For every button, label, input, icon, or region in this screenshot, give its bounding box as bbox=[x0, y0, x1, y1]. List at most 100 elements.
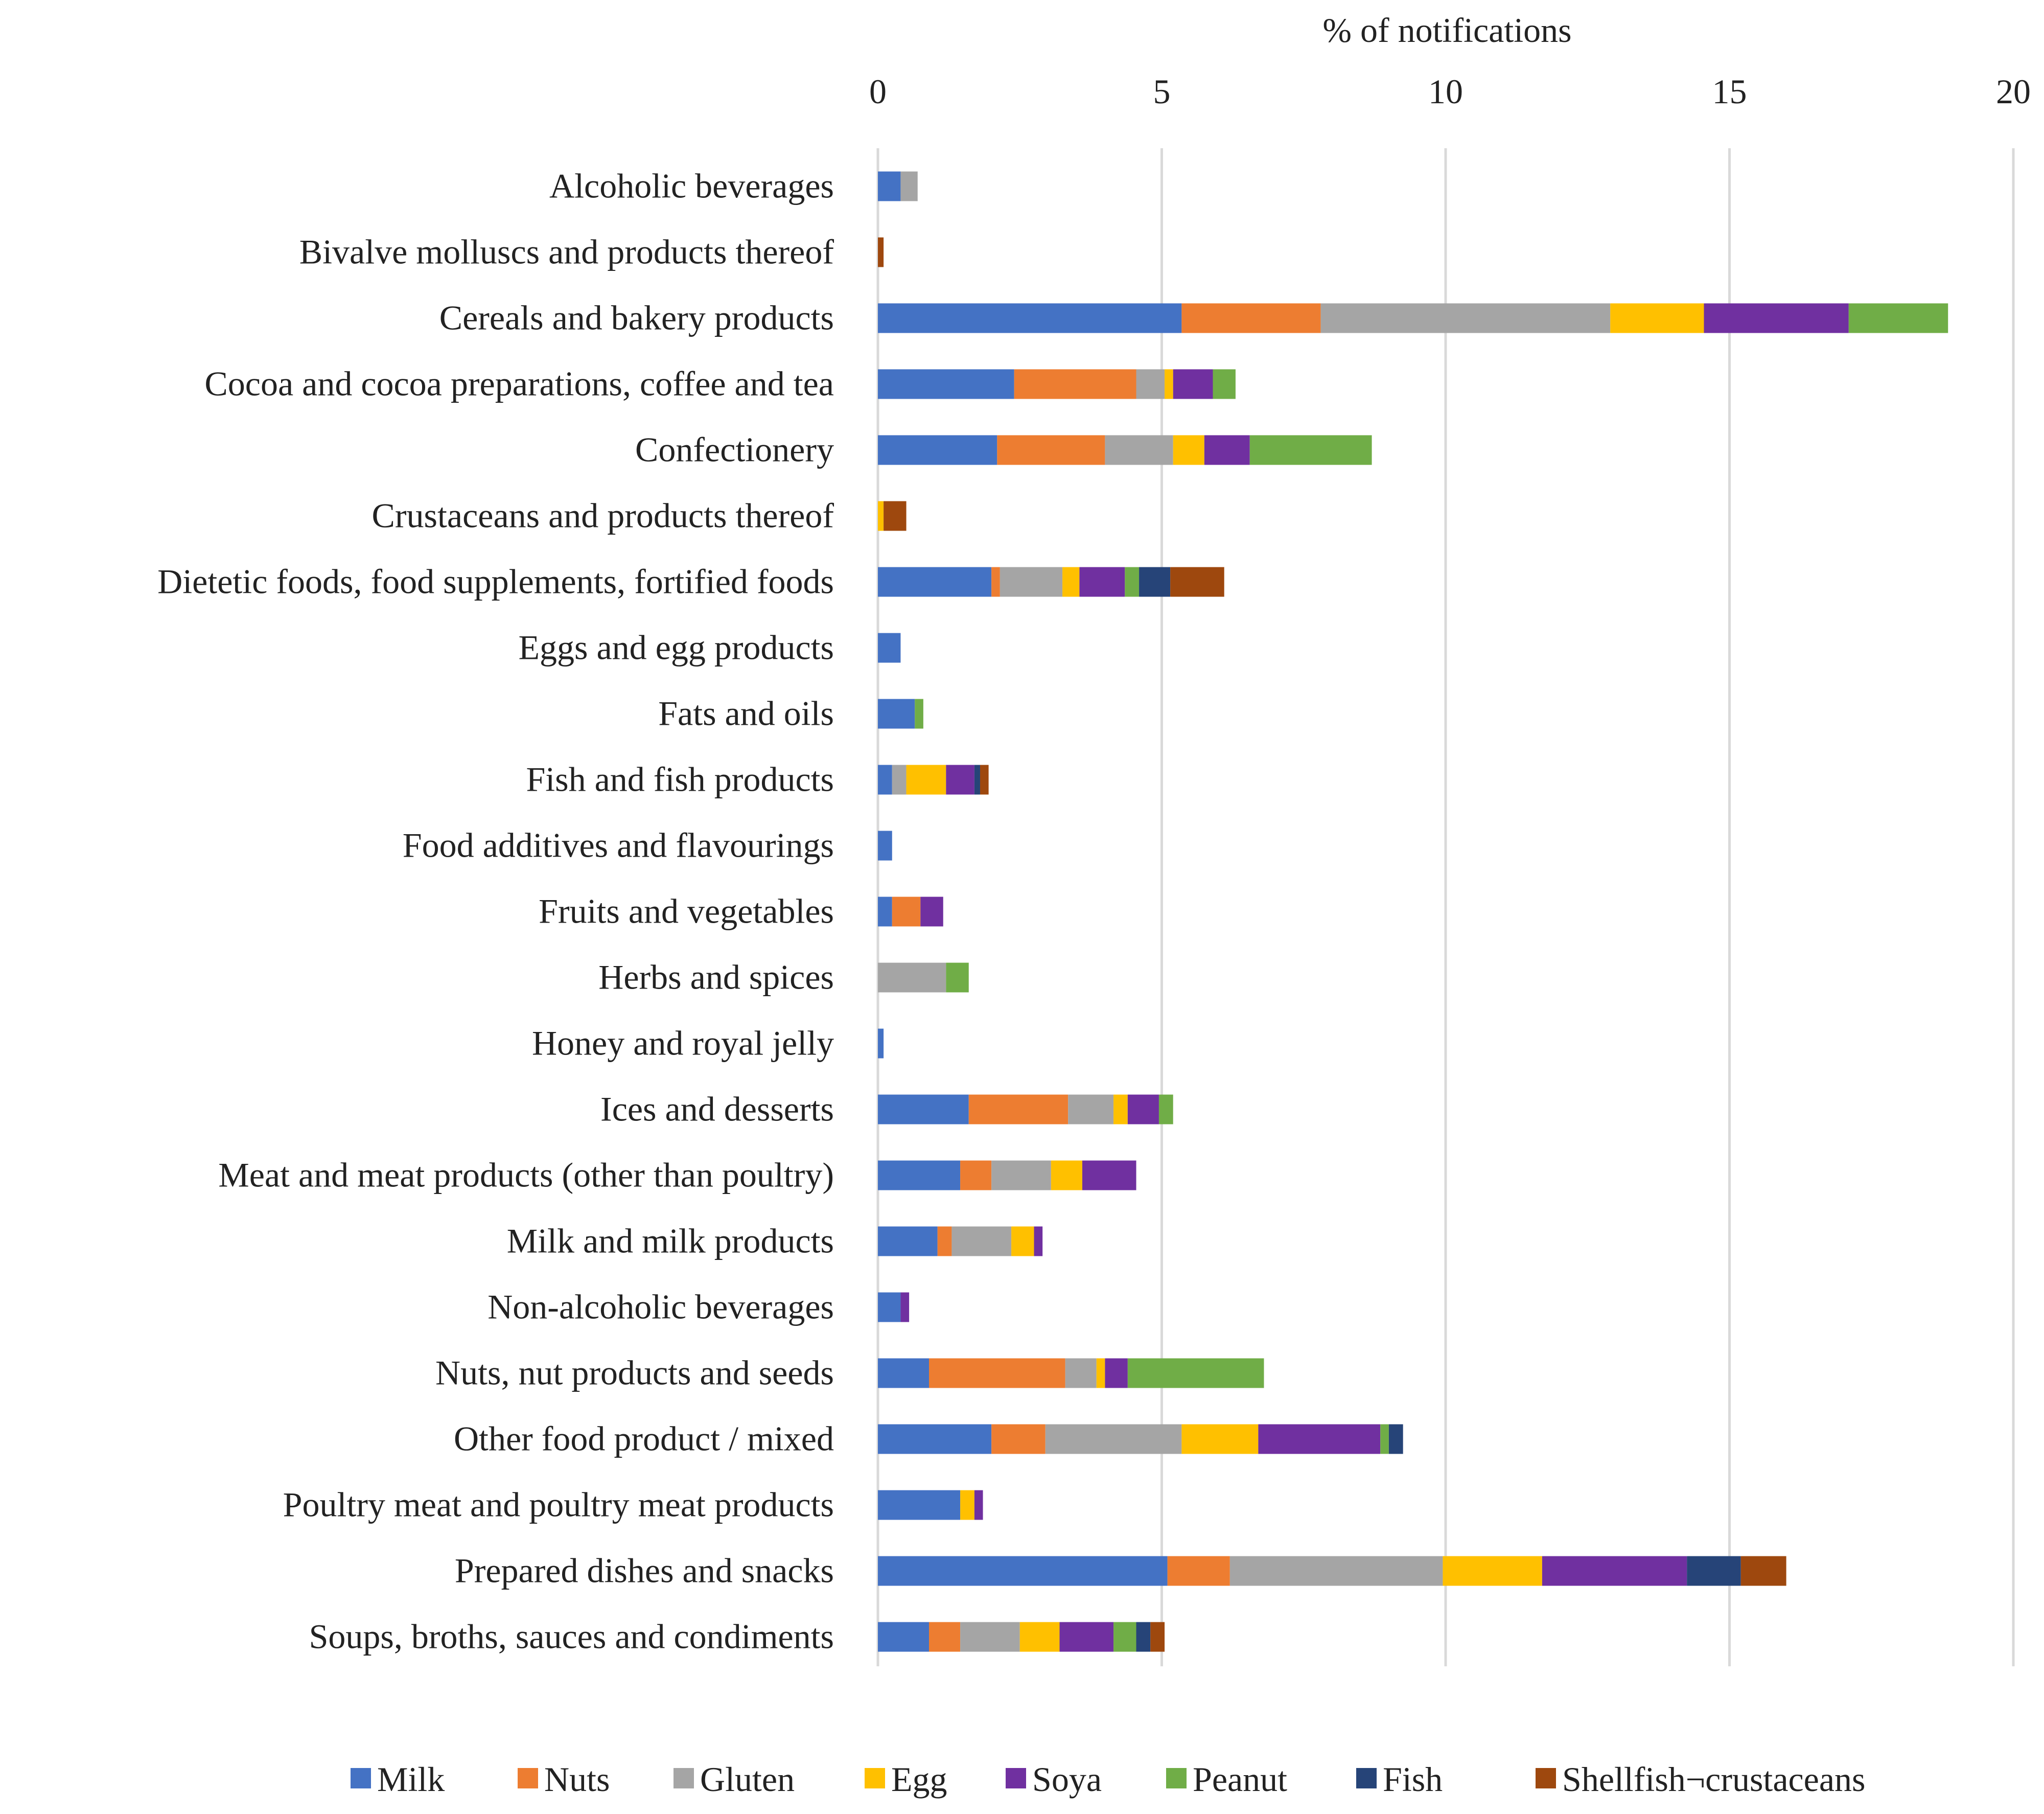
bar-segment bbox=[1388, 1424, 1403, 1454]
bar-segment bbox=[1014, 369, 1136, 399]
bar-segment bbox=[884, 501, 907, 531]
category-label: Fruits and vegetables bbox=[539, 892, 834, 931]
bar-segment bbox=[892, 765, 907, 795]
bar-segment bbox=[878, 1622, 929, 1652]
bar-segment bbox=[878, 831, 892, 861]
bar-segment bbox=[1181, 303, 1321, 333]
bar-segment bbox=[997, 435, 1105, 465]
bar-segment bbox=[1173, 435, 1204, 465]
bar-segment bbox=[974, 1490, 983, 1520]
bar-segment bbox=[878, 1556, 1168, 1586]
category-label: Nuts, nut products and seeds bbox=[435, 1353, 834, 1392]
bar-segment bbox=[937, 1226, 952, 1256]
bar-segment bbox=[1105, 1358, 1128, 1388]
bar-segment bbox=[878, 237, 884, 267]
category-label: Poultry meat and poultry meat products bbox=[283, 1485, 834, 1524]
bar-segment bbox=[1158, 1094, 1173, 1124]
bar-segment bbox=[878, 699, 915, 729]
category-label: Meat and meat products (other than poult… bbox=[218, 1156, 834, 1195]
bar-segment bbox=[878, 1292, 901, 1322]
bar-segment bbox=[960, 1490, 974, 1520]
legend-label: Nuts bbox=[544, 1760, 610, 1799]
legend-swatch bbox=[1166, 1768, 1187, 1788]
bar-segment bbox=[878, 567, 992, 597]
bar-segment bbox=[1181, 1424, 1259, 1454]
category-label: Soups, broths, sauces and condiments bbox=[309, 1617, 834, 1656]
bar-segment bbox=[1113, 1094, 1128, 1124]
category-label: Cereals and bakery products bbox=[439, 298, 834, 337]
bar-segment bbox=[960, 1160, 992, 1190]
bar-segment bbox=[900, 1292, 910, 1322]
bar-segment bbox=[1320, 303, 1611, 333]
bars bbox=[878, 171, 1948, 1652]
bar-segment bbox=[1170, 567, 1224, 597]
bar-segment bbox=[1139, 567, 1171, 597]
category-label: Cocoa and cocoa preparations, coffee and… bbox=[204, 364, 834, 403]
category-label: Food additives and flavourings bbox=[403, 826, 834, 865]
bar-segment bbox=[878, 303, 1182, 333]
bar-segment bbox=[1096, 1358, 1105, 1388]
bar-segment bbox=[878, 633, 901, 663]
bar-segment bbox=[1848, 303, 1948, 333]
bar-segment bbox=[878, 962, 946, 993]
legend: Milk Nuts Gluten Egg Soya Peanut Fish Shellfish… bbox=[351, 1760, 1866, 1799]
bar-segment bbox=[878, 1490, 961, 1520]
bar-segment bbox=[878, 1226, 938, 1256]
bar-segment bbox=[1062, 567, 1080, 597]
bar-segment bbox=[878, 1160, 961, 1190]
bar-segment bbox=[980, 765, 989, 795]
category-label: Fats and oils bbox=[658, 694, 834, 733]
bar-segment bbox=[1051, 1160, 1082, 1190]
legend-swatch bbox=[673, 1768, 694, 1788]
bar-segment bbox=[1000, 567, 1063, 597]
bar-segment bbox=[1045, 1424, 1182, 1454]
legend-label: Fish bbox=[1383, 1760, 1443, 1799]
bar-segment bbox=[906, 765, 946, 795]
bar-segment bbox=[878, 897, 892, 927]
bar-segment bbox=[1610, 303, 1704, 333]
bar-segment bbox=[878, 1424, 992, 1454]
category-label: Herbs and spices bbox=[598, 958, 834, 997]
bar-segment bbox=[1136, 1622, 1151, 1652]
bar-segment bbox=[1204, 435, 1250, 465]
category-label: Fish and fish products bbox=[526, 760, 834, 799]
bar-segment bbox=[1011, 1226, 1034, 1256]
bar-segment bbox=[960, 1622, 1020, 1652]
x-tick-label: 10 bbox=[1428, 72, 1463, 111]
bar-segment bbox=[900, 171, 918, 201]
bar-segment bbox=[1380, 1424, 1389, 1454]
bar-segment bbox=[928, 1622, 961, 1652]
bar-segment bbox=[1019, 1622, 1060, 1652]
legend-swatch bbox=[1006, 1768, 1026, 1788]
bar-segment bbox=[991, 1160, 1051, 1190]
bar-segment bbox=[878, 501, 884, 531]
bar-segment bbox=[878, 435, 997, 465]
bar-segment bbox=[1213, 369, 1236, 399]
bar-segment bbox=[1249, 435, 1372, 465]
legend-swatch bbox=[1536, 1768, 1556, 1788]
legend-label: Shellfish¬crustaceans bbox=[1562, 1760, 1866, 1799]
bar-segment bbox=[1704, 303, 1849, 333]
bar-segment bbox=[878, 1358, 929, 1388]
category-label: Prepared dishes and snacks bbox=[455, 1551, 834, 1590]
category-label: Milk and milk products bbox=[507, 1222, 834, 1260]
bar-segment bbox=[1150, 1622, 1165, 1652]
bar-segment bbox=[928, 1358, 1065, 1388]
legend-label: Gluten bbox=[700, 1760, 795, 1799]
bar-segment bbox=[946, 765, 974, 795]
x-tick-label: 20 bbox=[1996, 72, 2031, 111]
legend-label: Milk bbox=[377, 1760, 445, 1799]
bar-segment bbox=[878, 369, 1014, 399]
bar-segment bbox=[991, 567, 1000, 597]
bar-segment bbox=[878, 171, 901, 201]
bar-segment bbox=[892, 897, 921, 927]
category-label: Ices and desserts bbox=[600, 1090, 834, 1129]
bar-segment bbox=[920, 897, 943, 927]
bar-segment bbox=[878, 765, 892, 795]
bar-segment bbox=[1068, 1094, 1114, 1124]
bar-segment bbox=[1082, 1160, 1136, 1190]
legend-label: Peanut bbox=[1193, 1760, 1287, 1799]
x-tick-label: 0 bbox=[869, 72, 887, 111]
bar-segment bbox=[1542, 1556, 1687, 1586]
x-tick-label: 5 bbox=[1153, 72, 1171, 111]
